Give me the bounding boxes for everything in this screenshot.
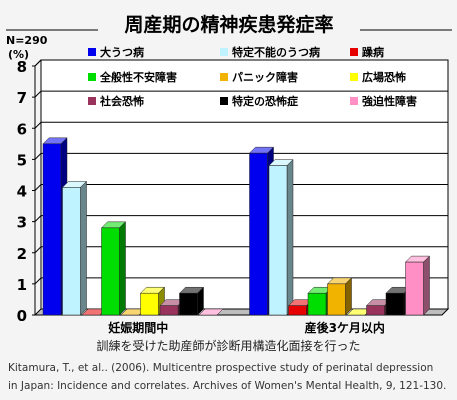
x-tick-label: 妊娠期間中 [108,320,168,335]
legend-item: 躁病 [350,45,384,59]
legend-label: 大うつ病 [100,45,144,59]
legend-item: 広場恐怖 [350,70,406,84]
bar-side [216,308,224,316]
bar [61,180,88,316]
legend-swatch [220,73,228,81]
bar-front [385,292,405,316]
legend-swatch [350,97,358,105]
legend-item: 大うつ病 [88,45,144,59]
legend-label: 特定不能のうつ病 [232,45,320,59]
chart-title: 周産期の精神疾患発症率 [124,13,333,36]
bar-front [405,261,424,316]
gridline-depth [34,277,42,285]
bar-front [327,283,346,316]
legend-label: 広場恐怖 [362,70,406,84]
gridline-depth [34,121,42,129]
legend-label: 全般性不安障害 [99,70,177,84]
bar-side [286,158,294,316]
bar-front [288,305,307,316]
bar-front [307,292,327,316]
legend-label: 特定の恐怖症 [232,94,298,108]
bar [404,255,431,316]
bar-front [179,292,198,316]
bar [178,286,205,316]
legend-swatch [88,73,96,81]
x-tick-label: 産後3ケ月以内 [305,320,385,335]
legend-swatch [350,73,358,81]
legend-swatch [220,48,228,56]
bar-front [140,292,159,316]
y-tick-label: 0 [17,307,27,325]
bar [326,277,353,316]
bar-side [80,180,87,316]
legend-swatch [88,97,96,105]
y-axis-depth [34,59,42,67]
gridline-depth [34,90,42,98]
bar-front [159,305,179,316]
y-tick-label: 3 [17,214,27,232]
bar-front [249,152,268,316]
y-tick-label: 6 [17,120,27,138]
bar-side [345,277,352,316]
y-axis-unit: (%) [8,48,29,61]
legend-label: パニック障害 [232,70,298,84]
y-tick-label: 1 [17,276,27,294]
bar [198,308,224,316]
legend-swatch [88,48,96,56]
y-tick-label: 2 [17,245,27,263]
gridline-depth [34,246,42,254]
title-background [98,12,360,38]
citation-line-1: Kitamura, T., et al.. (2006). Multicentr… [8,362,434,374]
bar [100,221,127,316]
gridline-depth [34,153,42,160]
sample-size-label: N=290 [6,34,48,47]
bar-front [366,305,385,316]
y-tick-label: 5 [17,151,27,169]
legend-swatch [350,48,358,56]
bar-side [119,221,126,316]
legend-swatch [220,97,228,105]
y-tick-label: 8 [17,58,27,76]
gridline-depth [34,215,42,222]
legend-item: パニック障害 [220,70,298,84]
legend-label: 強迫性障害 [362,94,417,108]
legend-item: 特定の恐怖症 [220,94,298,108]
y-tick-label: 4 [17,183,27,201]
chart: 周産期の精神疾患発症率 N=290 (%) 0 1 2 3 4 5 6 7 8 妊娠期間中 産後3ケ… [6,12,452,335]
legend-item: 強迫性障害 [350,94,417,108]
gridline-depth [34,184,42,191]
bar-front [62,187,81,316]
bar-front [42,143,62,316]
legend-label: 社会恐怖 [99,94,144,108]
bar-side [423,255,430,316]
y-tick-label: 7 [17,89,27,107]
legend-item: 社会恐怖 [88,94,144,108]
citation-line-2: in Japan: Incidence and correlates. Arch… [8,380,447,392]
legend-item: 全般性不安障害 [88,70,177,84]
legend-label: 躁病 [362,45,384,59]
legend-item: 特定不能のうつ病 [220,45,320,59]
method-note: 訓練を受けた助産師が診断用構造化面接を行った [96,339,361,353]
bar-front [268,165,288,316]
bar-front [101,227,120,316]
bar [268,158,294,316]
